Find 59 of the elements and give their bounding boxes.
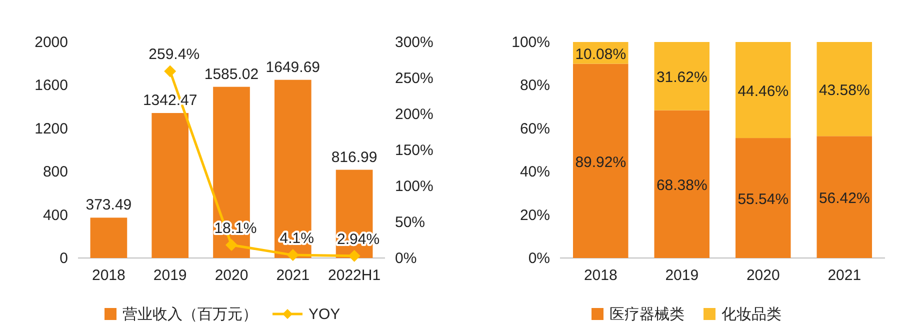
data-label: 56.42%	[818, 190, 870, 208]
bar	[152, 113, 189, 258]
data-label: 89.92%	[575, 154, 626, 171]
y2-tick-label: 300%	[395, 34, 434, 51]
legend-label: 医疗器械类	[610, 306, 684, 323]
data-label: 10.08%	[575, 46, 626, 63]
bar	[274, 80, 312, 258]
y-tick-label: 60%	[520, 120, 550, 138]
x-tick-label: 2019	[665, 267, 699, 284]
point	[226, 238, 238, 251]
x-tick-label: 2020	[746, 267, 780, 284]
x-tick-label: 2021	[276, 267, 310, 284]
y2-tick-label: 0%	[395, 250, 417, 267]
y-tick-label: 40%	[520, 164, 550, 181]
bar	[90, 218, 128, 258]
y-tick-label: 20%	[520, 206, 550, 224]
data-label: 1585.02	[204, 66, 259, 83]
y2-tick-label: 150%	[395, 142, 434, 159]
x-tick-label: 2018	[92, 267, 126, 284]
y-tick-label: 800	[42, 164, 68, 181]
y-tick-label: 1600	[34, 77, 68, 94]
legend-label: 化妆品类	[722, 306, 782, 323]
y-tick-label: 1200	[34, 120, 68, 138]
data-label: 43.58%	[818, 82, 870, 100]
data-label: 373.49	[86, 196, 132, 214]
x-tick-label: 2022H1	[328, 267, 381, 284]
y2-tick-label: 100%	[395, 178, 434, 195]
data-label: 816.99	[331, 148, 378, 166]
point	[286, 249, 299, 262]
y2-tick-label: 50%	[395, 214, 426, 231]
y-tick-label: 0%	[528, 250, 550, 267]
bar	[736, 42, 791, 138]
y-tick-label: 100%	[512, 34, 550, 51]
bar	[816, 136, 872, 258]
y-tick-label: 0	[60, 250, 68, 267]
x-tick-label: 2021	[828, 267, 862, 284]
data-label: 1649.69	[266, 58, 320, 76]
y2-tick-label: 200%	[395, 106, 434, 123]
x-tick-label: 2020	[214, 267, 248, 284]
bar	[736, 138, 791, 258]
data-label: 259.4%	[148, 46, 200, 64]
x-tick-label: 2018	[584, 267, 618, 284]
data-label: 31.62%	[656, 69, 708, 86]
y-tick-label: 400	[42, 206, 68, 224]
y-tick-label: 80%	[520, 77, 550, 94]
bar	[654, 42, 710, 110]
data-label: 68.38%	[656, 177, 708, 194]
point	[348, 250, 360, 262]
bar	[573, 64, 628, 258]
point	[164, 65, 176, 78]
legend-label: 营业收入（百万元）	[122, 306, 258, 323]
bar	[816, 42, 872, 136]
y-tick-label: 2000	[34, 34, 68, 51]
legend-label: YOY	[308, 306, 340, 323]
y2-tick-label: 250%	[395, 70, 434, 87]
data-label: 55.54%	[738, 191, 789, 208]
data-label: 44.46%	[738, 83, 789, 100]
bar	[654, 110, 710, 258]
x-tick-label: 2019	[153, 267, 187, 284]
